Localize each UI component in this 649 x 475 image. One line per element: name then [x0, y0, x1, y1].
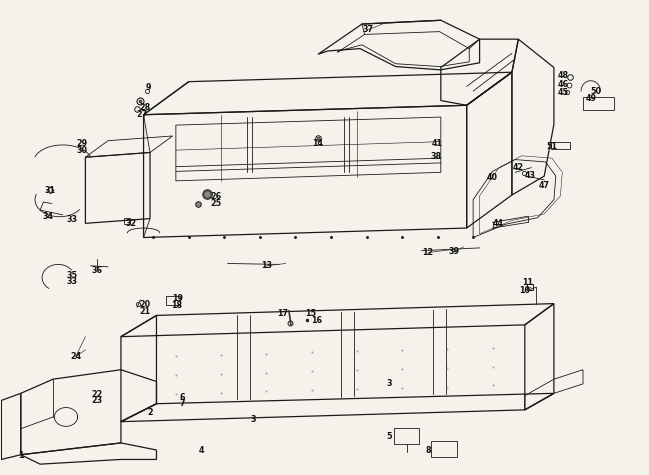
Text: 3: 3 [251, 415, 256, 424]
Text: 22: 22 [92, 390, 103, 399]
Text: 11: 11 [522, 278, 533, 287]
Text: 45: 45 [558, 87, 569, 96]
Text: 49: 49 [585, 94, 596, 103]
Text: 9: 9 [146, 83, 151, 92]
Text: 47: 47 [539, 181, 550, 190]
Text: 41: 41 [432, 139, 443, 148]
Text: 51: 51 [546, 142, 557, 152]
Text: 23: 23 [92, 396, 103, 405]
Bar [551, 142, 570, 149]
Text: 7: 7 [180, 399, 185, 408]
Text: 3: 3 [386, 380, 392, 389]
Text: 1: 1 [18, 451, 23, 460]
Text: 43: 43 [524, 171, 535, 180]
Text: 8: 8 [425, 446, 431, 456]
Text: 33: 33 [67, 215, 78, 224]
Text: 5: 5 [386, 432, 392, 441]
Text: 34: 34 [42, 212, 53, 221]
Text: 2: 2 [147, 408, 153, 417]
Bar [583, 97, 614, 110]
Text: 48: 48 [558, 72, 569, 80]
Text: 50: 50 [591, 86, 602, 95]
Text: 16: 16 [312, 316, 323, 324]
Text: 17: 17 [277, 310, 288, 319]
Text: 32: 32 [125, 219, 136, 228]
Text: 35: 35 [67, 271, 78, 280]
Text: 25: 25 [210, 199, 221, 208]
Text: 14: 14 [313, 139, 324, 148]
Bar [166, 296, 180, 304]
Text: 13: 13 [261, 261, 272, 270]
Text: 36: 36 [92, 266, 103, 275]
Text: 10: 10 [519, 286, 530, 295]
Text: 42: 42 [513, 163, 524, 172]
Text: 31: 31 [44, 186, 55, 195]
Text: 6: 6 [180, 393, 185, 401]
Text: 12: 12 [422, 248, 434, 257]
Bar [431, 440, 457, 457]
Text: 26: 26 [210, 192, 221, 201]
Text: 44: 44 [492, 219, 503, 228]
Text: 37: 37 [363, 25, 374, 34]
Text: 46: 46 [558, 79, 569, 88]
Text: 20: 20 [140, 300, 151, 309]
Bar [395, 428, 419, 444]
Text: 18: 18 [171, 302, 183, 311]
Text: 19: 19 [172, 294, 182, 304]
Text: 28: 28 [140, 103, 151, 112]
Text: 30: 30 [77, 146, 88, 155]
Text: 33: 33 [67, 277, 78, 286]
Text: 21: 21 [140, 307, 151, 316]
Text: 40: 40 [487, 172, 498, 181]
Text: 29: 29 [77, 139, 88, 148]
Text: 15: 15 [305, 309, 316, 318]
Text: 4: 4 [199, 446, 204, 456]
Text: 39: 39 [448, 247, 459, 256]
Text: 27: 27 [137, 110, 148, 119]
Text: 38: 38 [430, 152, 441, 161]
Text: 24: 24 [70, 352, 81, 361]
